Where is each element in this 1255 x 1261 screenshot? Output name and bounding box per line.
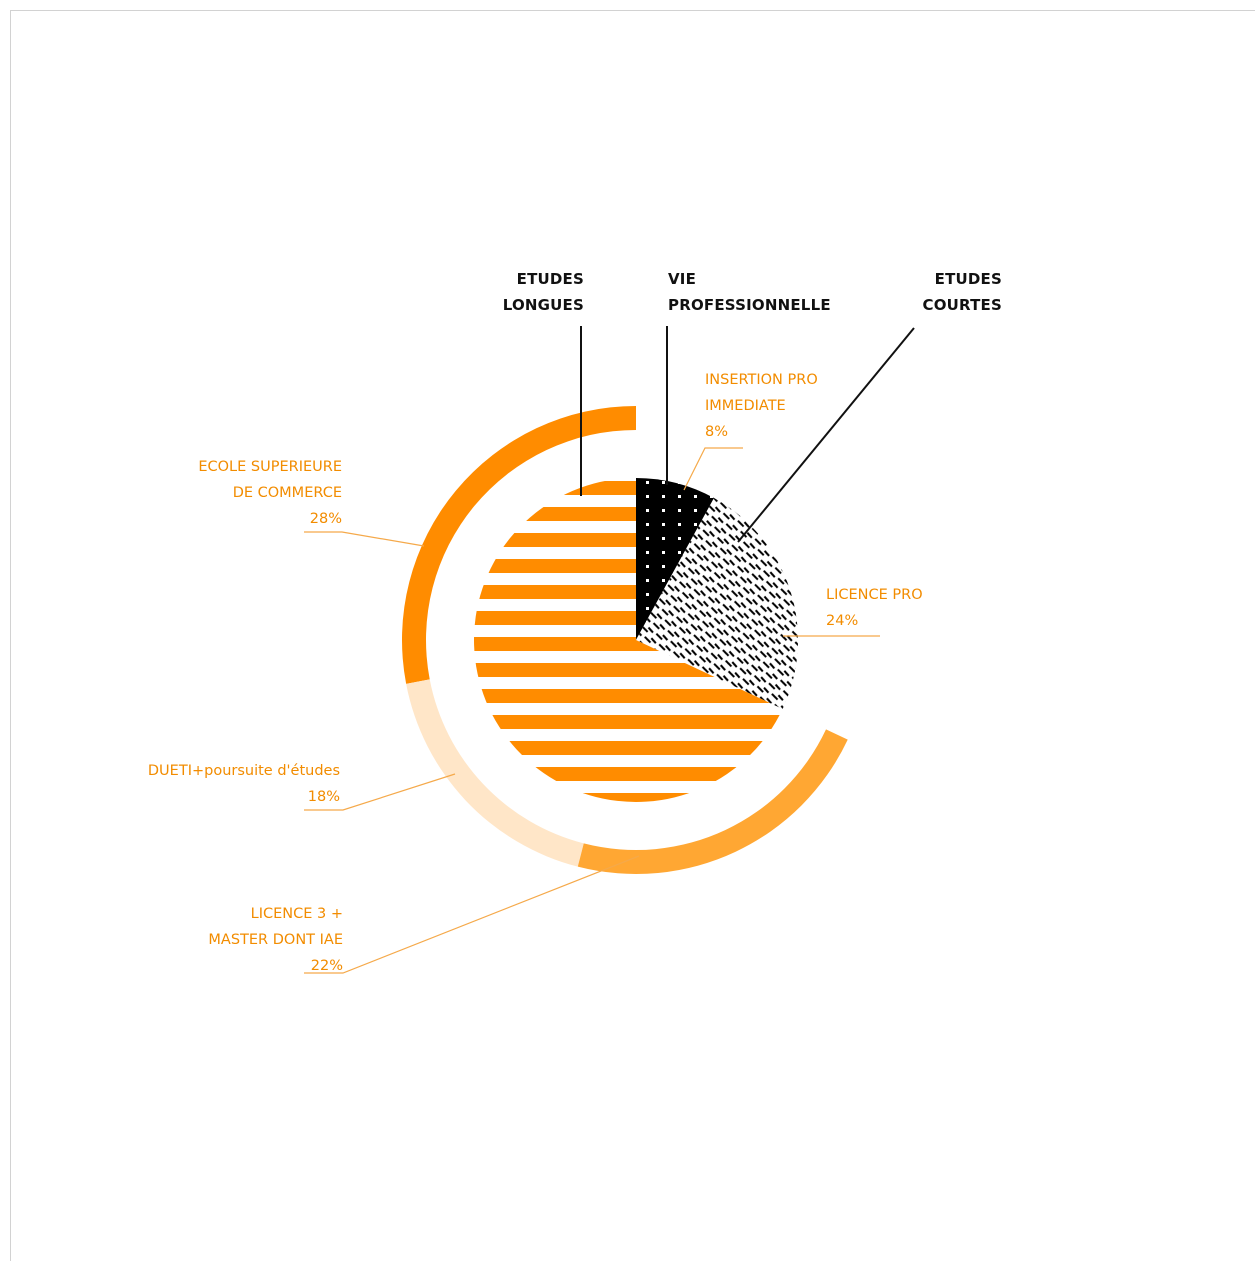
- leader-lines: [304, 326, 915, 974]
- pie-slice-etudes-courtes: [636, 498, 798, 709]
- leader-insertion-pro: [683, 447, 743, 491]
- category-label-etudes-longues: ETUDES LONGUES: [503, 270, 584, 314]
- ring-segment-dueti-poursuite-d-tudes: [406, 679, 584, 867]
- label-insertion-pro: INSERTION PRO IMMEDIATE 8%: [705, 372, 818, 440]
- ring-segment-licence-3-master-dont-iae: [577, 729, 848, 875]
- pie-slice-vie-professionnelle: [636, 478, 715, 640]
- outer-ring: [401, 406, 848, 875]
- leader-ecole-superieure: [304, 531, 425, 547]
- leader-dueti: [304, 773, 456, 811]
- label-dueti: DUETI+poursuite d'études 18%: [148, 763, 340, 805]
- leader-etudes-courtes: [737, 327, 915, 543]
- chart-frame: [10, 10, 1255, 1261]
- category-label-etudes-courtes: ETUDES COURTES: [923, 270, 1003, 314]
- pie-slice-etudes-longues: [473, 478, 783, 802]
- category-label-vie-professionnelle: VIE PROFESSIONNELLE: [668, 270, 831, 314]
- center-pie: [473, 478, 798, 802]
- chart-labels: ETUDES LONGUES VIE PROFESSIONNELLE ETUDES COU…: [148, 270, 1002, 974]
- ring-segment-ecole-superieure-de-commerce: [401, 406, 636, 684]
- label-ecole-superieure: ECOLE SUPERIEURE DE COMMERCE 28%: [198, 459, 342, 527]
- label-licence-3: LICENCE 3 + MASTER DONT IAE 22%: [208, 906, 343, 974]
- leader-licence-3: [304, 855, 640, 974]
- label-licence-pro: LICENCE PRO 24%: [826, 587, 923, 629]
